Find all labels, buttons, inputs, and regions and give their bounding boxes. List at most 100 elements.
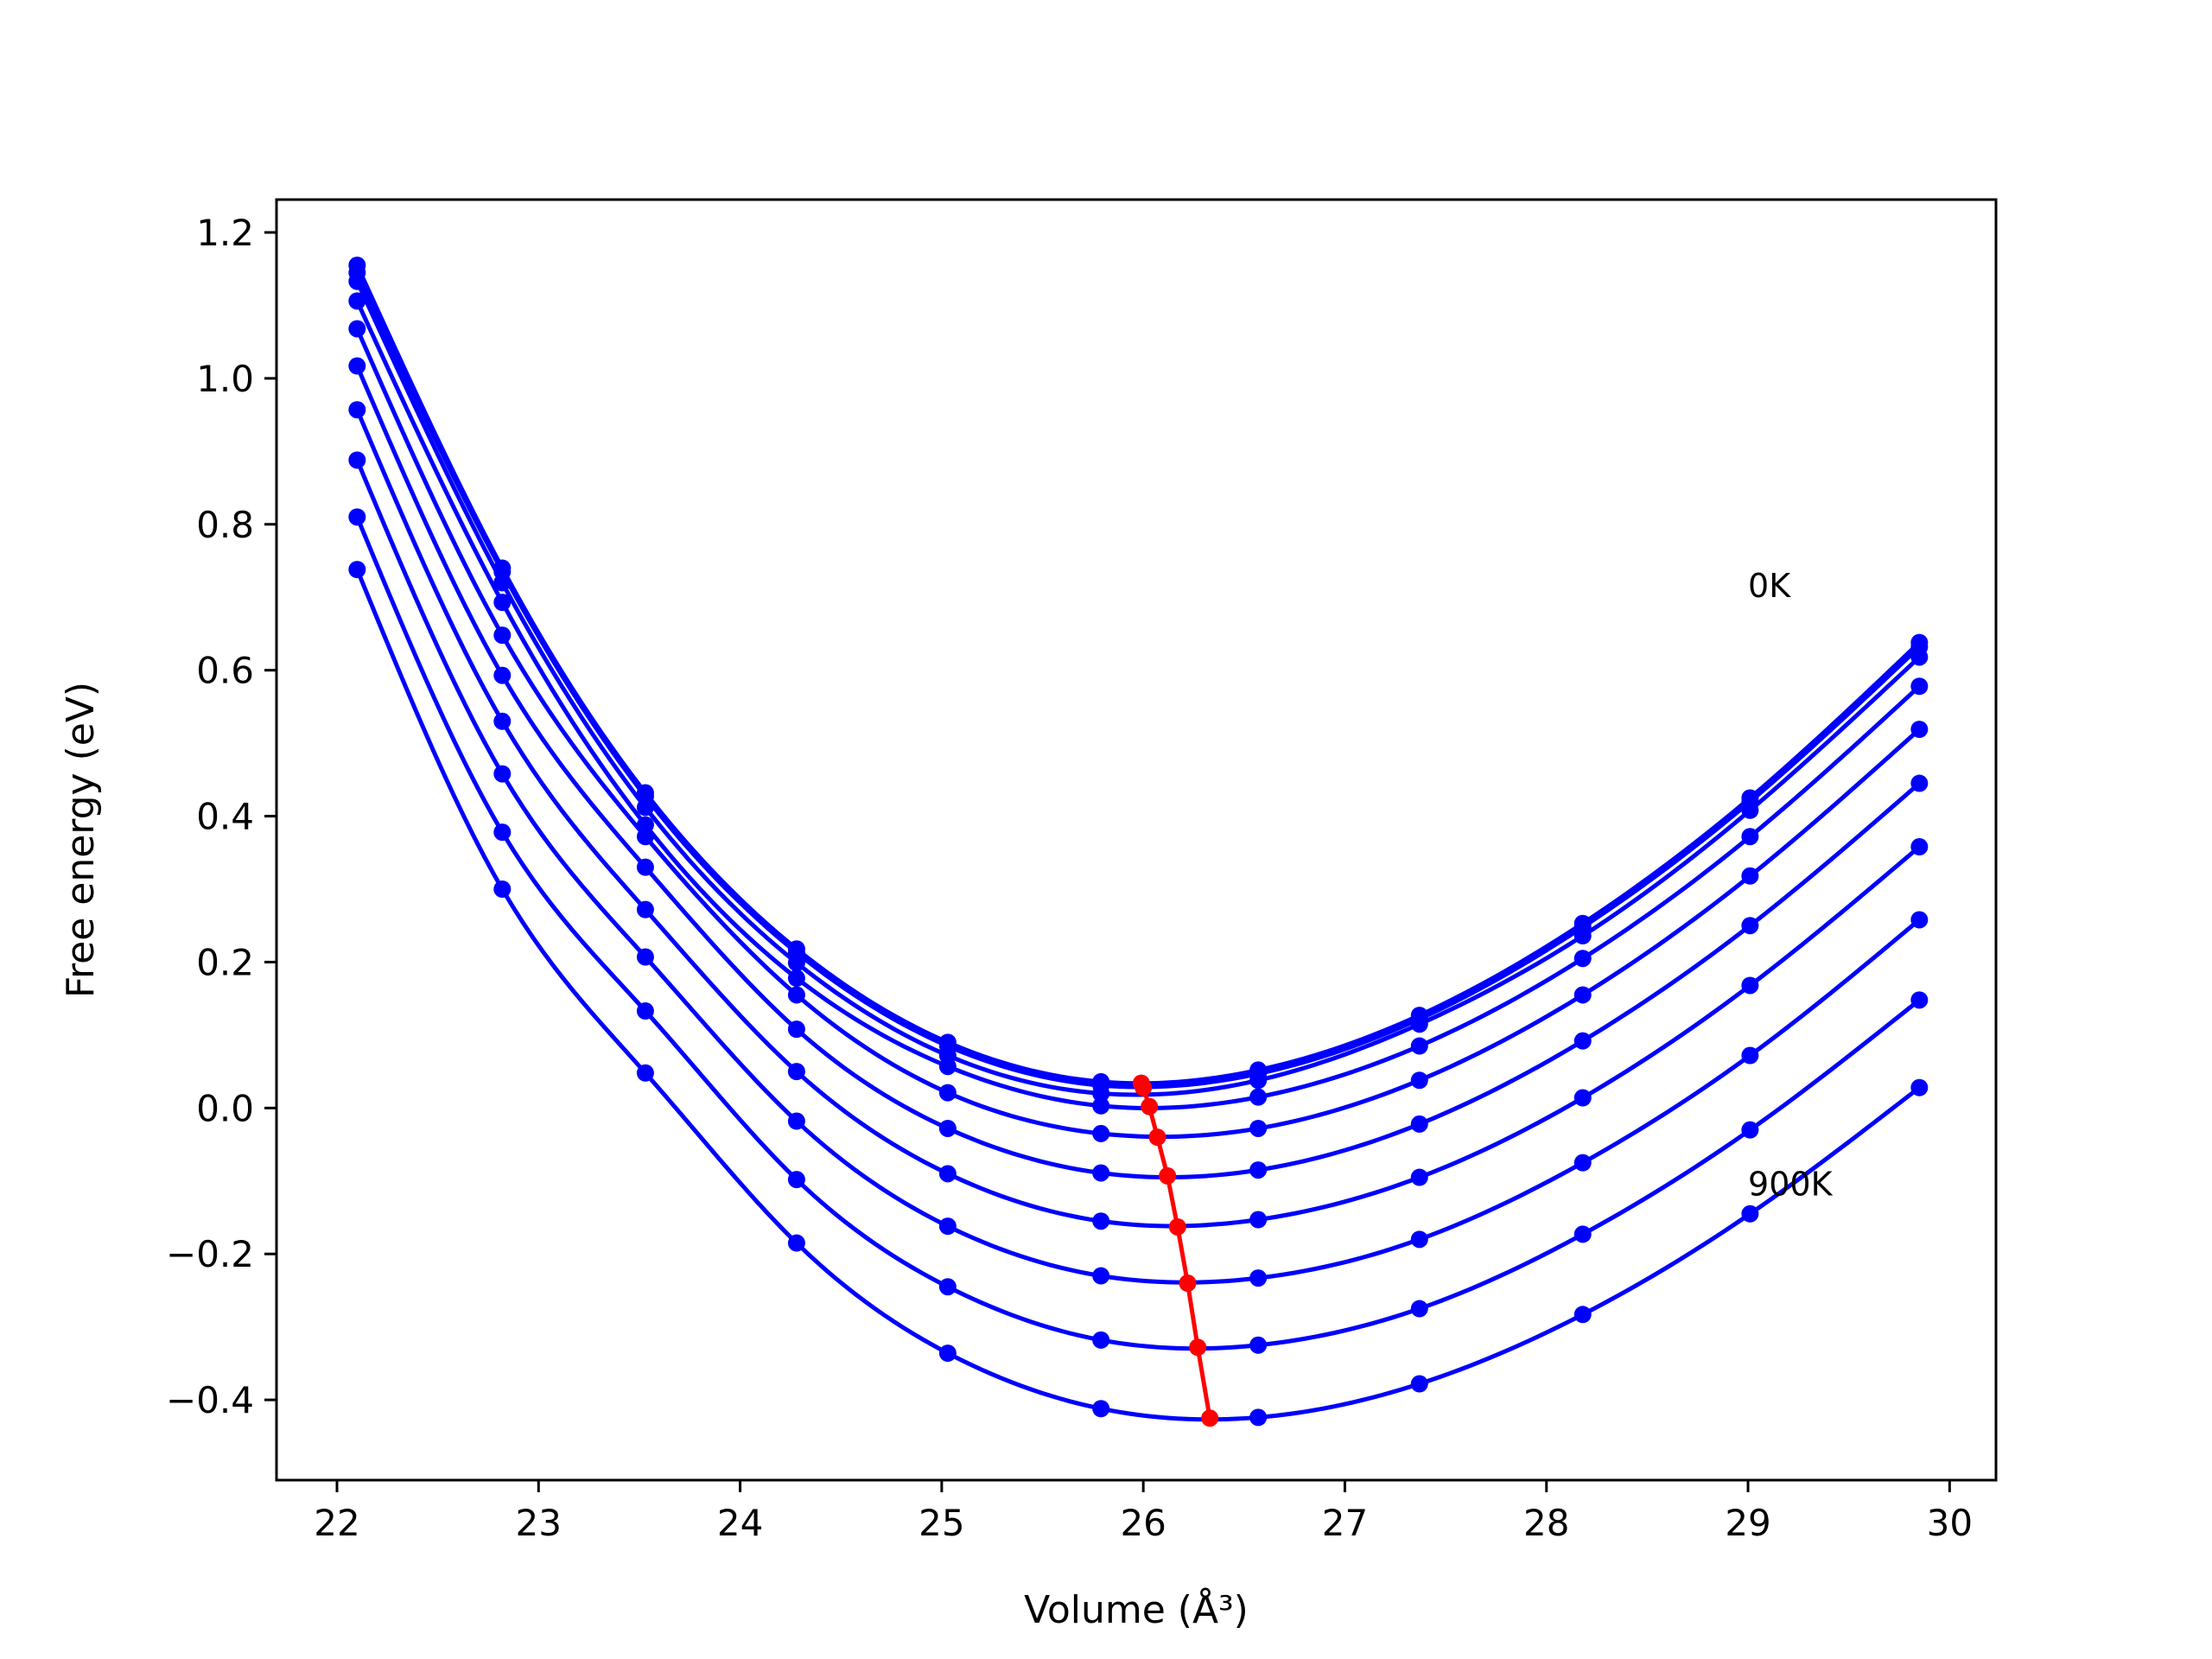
series-line [355, 409, 1921, 1229]
data-point [493, 666, 512, 684]
data-point [938, 1278, 957, 1296]
series-5 [348, 320, 1929, 1142]
y-tick-label: 1.0 [196, 358, 254, 400]
data-point [636, 828, 654, 846]
data-point [1910, 774, 1929, 792]
x-tick-label: 26 [1120, 1502, 1166, 1544]
data-point [1410, 1015, 1428, 1033]
data-point [348, 508, 366, 526]
series-10 [348, 561, 1929, 1427]
y-tick-label: 0.0 [196, 1087, 254, 1129]
data-point [1741, 867, 1759, 885]
data-point [787, 1112, 805, 1130]
series-line [355, 300, 1922, 1110]
data-point [348, 357, 366, 375]
data-point [1249, 1161, 1268, 1179]
data-point [348, 320, 366, 338]
data-point [636, 798, 654, 817]
data-point [1092, 1084, 1110, 1103]
data-point [1573, 1154, 1592, 1172]
data-point [1741, 828, 1759, 846]
x-axis-label: Volume (Å³) [1024, 1586, 1249, 1632]
data-point [938, 1058, 957, 1076]
data-point [1249, 1088, 1268, 1106]
series-line [355, 327, 1922, 1140]
data-point [938, 1165, 957, 1183]
data-point [1249, 1071, 1268, 1090]
series-line [355, 271, 1922, 1090]
data-point [1741, 1121, 1759, 1139]
data-point [636, 948, 654, 966]
minima-point [1179, 1274, 1197, 1292]
data-point [493, 626, 512, 645]
data-point [1092, 1124, 1110, 1142]
data-point [1410, 1071, 1428, 1090]
data-point [1910, 721, 1929, 739]
annotation-0k: 0K [1748, 567, 1791, 605]
data-point [1410, 1230, 1428, 1249]
series-line [355, 569, 1921, 1422]
x-tick-label: 23 [516, 1502, 562, 1544]
x-tick-label: 25 [918, 1502, 964, 1544]
minima-point [1159, 1166, 1177, 1185]
y-axis-label: Free energy (eV) [59, 682, 103, 998]
data-point [1910, 1078, 1929, 1096]
data-point [493, 574, 512, 592]
series-6 [348, 357, 1929, 1182]
data-point [1573, 950, 1592, 968]
x-tick-label: 22 [314, 1502, 359, 1544]
data-point [348, 451, 366, 469]
series-line [355, 264, 1922, 1086]
x-tick-label: 29 [1725, 1502, 1770, 1544]
data-point [1410, 1300, 1428, 1318]
data-point [938, 1217, 957, 1236]
data-point [787, 986, 805, 1004]
data-point [1910, 677, 1929, 696]
data-point [493, 765, 512, 783]
series-3 [348, 272, 1929, 1103]
y-tick-label: 1.2 [196, 212, 254, 254]
data-point [636, 858, 654, 876]
y-tick-label: 0.8 [196, 504, 254, 546]
minima-point [1189, 1338, 1207, 1357]
data-point [1573, 1225, 1592, 1243]
data-point [1573, 1089, 1592, 1107]
data-point [787, 969, 805, 988]
minima-point [1148, 1128, 1166, 1147]
data-point [348, 401, 366, 419]
x-tick-label: 24 [717, 1502, 763, 1544]
data-point [1249, 1336, 1268, 1354]
series-4 [348, 292, 1929, 1115]
data-point [1092, 1267, 1110, 1285]
data-point [1573, 1306, 1592, 1324]
minima-point [1201, 1409, 1219, 1427]
x-tick-label: 30 [1927, 1502, 1973, 1544]
x-tick-label: 27 [1322, 1502, 1368, 1544]
data-point [493, 880, 512, 898]
y-tick-label: 0.2 [196, 941, 254, 983]
data-point [1741, 801, 1759, 819]
minima-layer [1132, 1074, 1219, 1427]
data-point [1910, 911, 1929, 929]
data-point [1741, 1046, 1759, 1065]
data-point [1410, 1375, 1428, 1393]
data-point [938, 1344, 957, 1363]
data-point [1573, 1032, 1592, 1050]
data-point [1741, 1205, 1759, 1223]
data-point [787, 954, 805, 972]
curves-layer [348, 257, 1929, 1427]
data-point [938, 1084, 957, 1102]
series-8 [348, 451, 1929, 1287]
series-1 [348, 257, 1929, 1090]
data-point [787, 1020, 805, 1039]
data-point [1092, 1096, 1110, 1115]
data-point [348, 272, 366, 290]
y-tick-label: 0.6 [196, 650, 254, 692]
data-point [787, 1234, 805, 1252]
annotations-layer: 0K 900K [1748, 567, 1834, 1203]
plot-frame [275, 198, 1998, 1482]
data-point [348, 292, 366, 310]
data-point [493, 712, 512, 730]
series-line [355, 280, 1922, 1097]
